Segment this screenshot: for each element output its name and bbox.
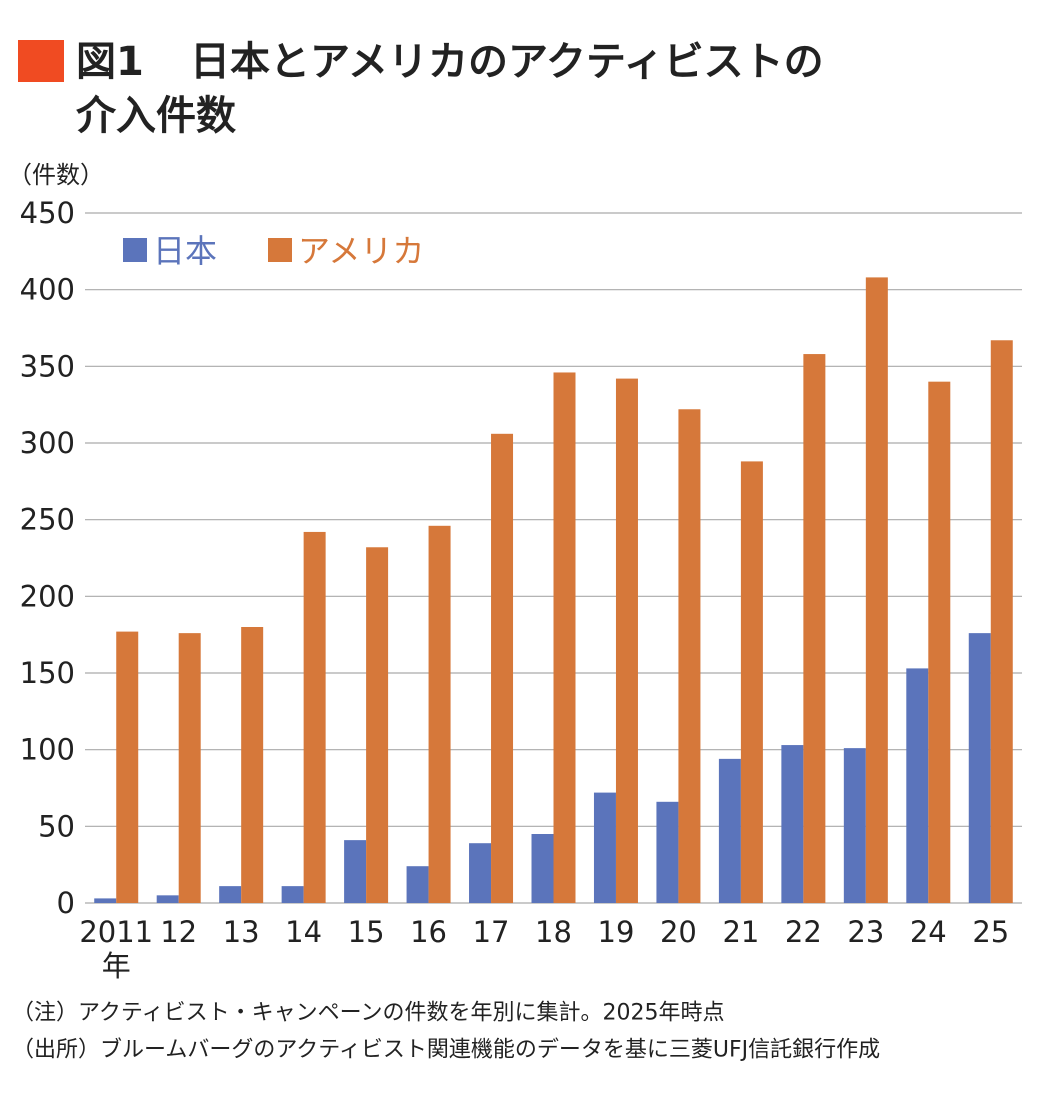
- x-tick-label: 23: [847, 915, 884, 949]
- bar: [781, 745, 804, 903]
- bar: [281, 886, 304, 903]
- legend-swatch: [268, 238, 292, 262]
- bar: [491, 433, 514, 903]
- y-tick-label: 50: [38, 809, 75, 843]
- bar: [593, 792, 616, 903]
- bar: [740, 461, 763, 903]
- x-tick-label: 24: [910, 915, 947, 949]
- bar: [553, 372, 576, 903]
- x-tick-label: 20: [660, 915, 697, 949]
- y-tick-label: 350: [20, 349, 75, 383]
- legend-label: 日本: [153, 232, 217, 270]
- bar: [718, 758, 741, 903]
- bar: [156, 895, 179, 903]
- chart-title: 日本とアメリカのアクティビストの: [190, 39, 824, 85]
- title-marker: [18, 40, 64, 82]
- x-unit-label: 年: [102, 949, 131, 983]
- x-tick-label: 13: [223, 915, 260, 949]
- bar: [94, 898, 117, 903]
- bar: [428, 525, 451, 903]
- bar: [366, 547, 389, 903]
- figure-label: 図1: [76, 39, 144, 85]
- bar: [615, 378, 638, 904]
- bar: [116, 631, 139, 903]
- bar: [344, 840, 367, 903]
- bar: [531, 834, 554, 903]
- y-tick-label: 150: [20, 656, 75, 690]
- bar: [906, 668, 929, 903]
- bar: [990, 340, 1013, 903]
- x-tick-label: 18: [535, 915, 572, 949]
- y-tick-label: 450: [20, 196, 75, 230]
- bar: [656, 801, 679, 903]
- legend-label: アメリカ: [298, 232, 424, 270]
- bar: [843, 748, 866, 903]
- bar: [406, 866, 429, 903]
- y-tick-label: 100: [20, 733, 75, 767]
- note: （出所）ブルームバーグのアクティビスト関連機能のデータを基に三菱UFJ信託銀行作…: [12, 1038, 880, 1063]
- note: （注）アクティビスト・キャンペーンの件数を年別に集計。2025年時点: [12, 1001, 724, 1026]
- y-tick-label: 400: [20, 273, 75, 307]
- bar: [178, 633, 201, 903]
- bar: [968, 633, 991, 903]
- bar: [803, 354, 826, 904]
- x-tick-label: 22: [785, 915, 822, 949]
- x-tick-label: 12: [160, 915, 197, 949]
- bar: [865, 277, 888, 903]
- bar: [469, 843, 492, 903]
- bar: [219, 886, 242, 903]
- x-tick-label: 25: [972, 915, 1009, 949]
- bar: [303, 531, 326, 903]
- y-axis-label: （件数）: [8, 161, 104, 189]
- x-tick-label: 14: [285, 915, 322, 949]
- x-tick-label: 21: [722, 915, 759, 949]
- x-tick-label: 17: [473, 915, 510, 949]
- bar: [678, 409, 701, 903]
- x-tick-label: 19: [598, 915, 635, 949]
- y-tick-label: 250: [20, 503, 75, 537]
- bar: [241, 627, 264, 903]
- bar: [928, 381, 951, 904]
- x-tick-label: 15: [348, 915, 385, 949]
- x-tick-label: 2011: [79, 915, 153, 949]
- x-tick-label: 16: [410, 915, 447, 949]
- chart-title: 介入件数: [76, 93, 236, 139]
- legend-swatch: [123, 238, 147, 262]
- y-tick-label: 0: [57, 886, 75, 920]
- y-tick-label: 300: [20, 426, 75, 460]
- y-tick-label: 200: [20, 579, 75, 613]
